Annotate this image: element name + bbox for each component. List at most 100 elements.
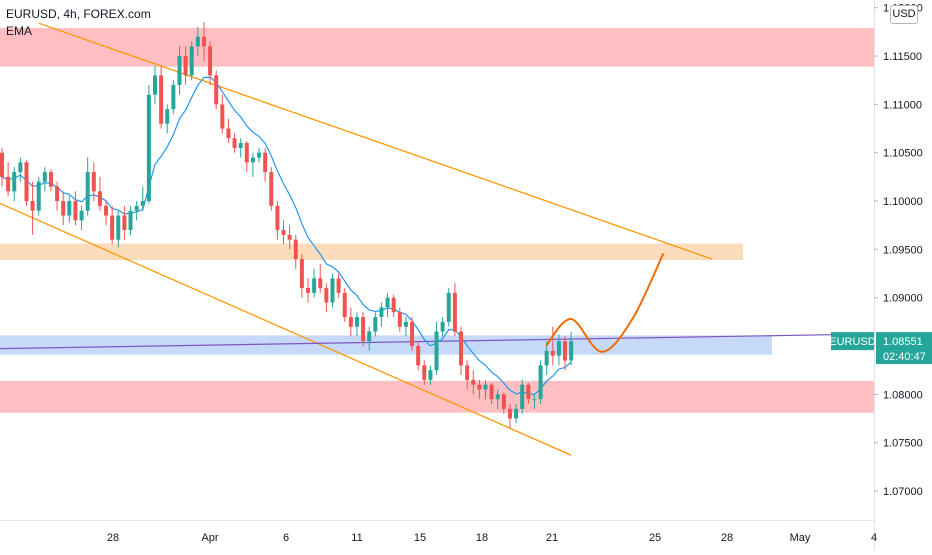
candle-body (538, 365, 543, 400)
candle (459, 326, 463, 376)
chart-title[interactable]: EURUSD, 4h, FOREX.com (6, 7, 151, 21)
candle (318, 263, 323, 293)
time-tick-label: 6 (283, 532, 289, 544)
candle (324, 283, 329, 313)
candle-body (201, 36, 206, 47)
candle (24, 160, 29, 206)
candle (501, 392, 506, 414)
candle (183, 46, 188, 86)
candle (48, 169, 53, 192)
candle-body (171, 85, 176, 110)
candle-body (293, 239, 298, 260)
candle (569, 331, 574, 366)
price-tick-label: 1.09500 (883, 244, 923, 256)
price-tick-label: 1.08000 (883, 389, 923, 401)
candle (201, 22, 206, 61)
zones-layer (0, 28, 874, 413)
candle-body (91, 172, 96, 192)
candle (342, 288, 347, 322)
candle (55, 181, 60, 211)
candle (538, 360, 543, 405)
candle-body (140, 201, 145, 206)
candle-body (257, 152, 262, 158)
price-tick-label: 1.10500 (883, 148, 923, 160)
candle (471, 370, 476, 395)
candle-body (507, 408, 512, 419)
candle-body (226, 128, 231, 139)
candle (452, 283, 457, 337)
candle (385, 292, 390, 318)
trendline (0, 202, 572, 456)
projection-layer (545, 253, 664, 353)
candle-body (269, 172, 274, 206)
time-tick-label: May (790, 532, 811, 544)
candle (165, 104, 170, 134)
candle (250, 152, 255, 177)
candle-body (330, 278, 335, 303)
symbol-tag (831, 332, 874, 351)
candle (556, 334, 561, 366)
currency-badge[interactable]: USD (890, 5, 918, 24)
candle (336, 273, 341, 298)
candle-body (306, 288, 310, 293)
candle (520, 379, 525, 414)
candle (79, 205, 84, 231)
zone-resistance (0, 243, 743, 260)
candle-body (544, 350, 549, 366)
candle-body (36, 181, 41, 211)
price-tick-label: 1.11500 (883, 51, 922, 63)
candle-body (465, 365, 470, 380)
symbol-tag-label: EURUSD (829, 336, 876, 348)
price-tick-label: 1.10000 (883, 196, 923, 208)
candle-body (477, 384, 482, 390)
candle (263, 147, 268, 182)
candle-body (428, 370, 433, 380)
candle (299, 254, 304, 298)
candle-body (244, 143, 249, 163)
time-tick-label: 28 (107, 532, 119, 544)
candle (61, 191, 66, 226)
candle (330, 273, 335, 308)
candle (397, 307, 402, 332)
candle-body (563, 341, 568, 361)
candle (208, 41, 213, 86)
candle-body (379, 307, 384, 318)
candle-body (385, 297, 390, 308)
candle (85, 157, 90, 216)
projection-path (545, 253, 664, 353)
candle (477, 379, 482, 400)
candle (42, 167, 47, 192)
candle (110, 205, 115, 245)
candle-body (116, 215, 121, 240)
candle (122, 205, 127, 240)
candle (306, 278, 310, 303)
candle-body (452, 292, 457, 332)
candle (269, 167, 274, 211)
candle-body (128, 210, 133, 231)
candle (0, 147, 4, 187)
candle (354, 312, 359, 337)
candle (6, 162, 11, 197)
candle-body (514, 408, 519, 419)
indicator-label[interactable]: EMA (6, 24, 33, 38)
candle-body (569, 341, 574, 361)
candle-body (489, 384, 494, 400)
candle (195, 27, 200, 57)
candle (287, 225, 292, 250)
candle-body (183, 56, 188, 76)
trendlines-layer (0, 22, 847, 456)
candle (214, 70, 219, 110)
trendline (0, 333, 847, 350)
candle (226, 118, 231, 144)
candle (416, 341, 421, 371)
candle (422, 360, 427, 385)
time-tick-label: 28 (721, 532, 733, 544)
candle-body (403, 321, 408, 327)
candle-body (85, 172, 90, 211)
candle-body (208, 46, 213, 76)
candle (257, 147, 262, 163)
candle-body (299, 259, 304, 289)
candle (18, 157, 23, 182)
